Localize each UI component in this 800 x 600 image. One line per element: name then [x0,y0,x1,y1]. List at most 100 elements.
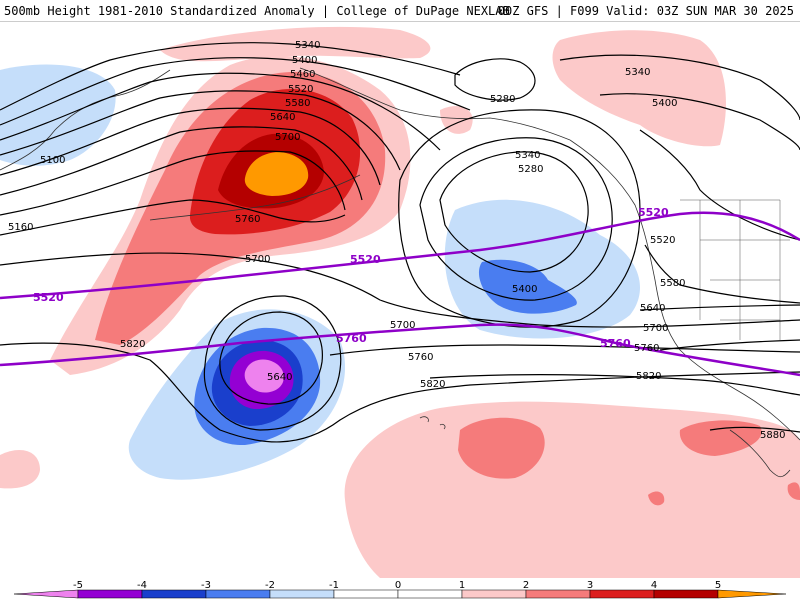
height-contour [219,311,323,405]
reference-height-lines [0,211,800,377]
contour-label: 5700 [643,323,668,334]
height-contour [0,126,363,201]
colorbar-tick: -3 [201,580,211,591]
contour-label: 5580 [660,278,685,289]
model-run-info: 00Z GFS | F099 Valid: 03Z SUN MAR 30 202… [497,4,794,18]
anomaly-p5-region [244,152,309,196]
contour-label: 5580 [285,98,310,109]
colorbar-tick: 0 [395,580,401,591]
anomaly-p2-region [679,420,762,456]
map-header: 500mb Height 1981-2010 Standardized Anom… [0,0,800,22]
height-contour [659,339,800,351]
reference-line-5520 [0,211,800,300]
anomaly-colorbar: -5 -4 -3 -2 -1 0 1 2 3 4 5 [0,578,800,600]
anomaly-p2-region [458,417,545,479]
height-contour [709,426,800,433]
reference-line-5760 [0,323,800,377]
anomaly-p1-region [0,450,40,489]
anomaly-p2-region [648,491,665,506]
colorbar-segment-p0 [397,589,463,599]
contour-label: 5880 [760,430,785,441]
height-contour [0,199,346,236]
contour-label: 5640 [267,372,292,383]
contour-label: 5280 [518,164,543,175]
colorbar-tick-labels: -5 -4 -3 -2 -1 0 1 2 3 4 5 [73,580,721,591]
reference-line-labels: 5520 5520 5760 5760 5520 [33,206,669,350]
baja-peninsula [729,429,791,478]
height-contour [0,72,441,151]
reference-label: 5760 [336,332,367,345]
height-contour-lines [0,42,800,443]
reference-label: 5520 [350,253,381,266]
colorbar-tick: -2 [265,580,275,591]
contour-labels: 5340 5400 5460 5520 5580 5640 5700 5760 … [8,40,785,441]
colorbar-segment-p3 [589,589,655,599]
height-contour [439,151,589,273]
colorbar-tick: 4 [651,580,657,591]
contour-label: 5400 [652,98,677,109]
height-contour [639,129,800,241]
contour-label: 5760 [408,352,433,363]
colorbar-tick: -4 [137,580,147,591]
height-contour [599,93,800,151]
anomaly-m1-region [444,199,640,339]
colorbar-segment-m4 [77,589,143,599]
height-contour [0,150,346,216]
contour-label: 5340 [625,67,650,78]
contour-label: 5640 [640,303,665,314]
colorbar-tick: -1 [329,580,339,591]
anomaly-p2-region [787,482,800,500]
map-title: 500mb Height 1981-2010 Standardized Anom… [4,4,510,18]
height-contour [639,304,800,311]
contour-label: 5820 [120,339,145,350]
colorbar-segment-p4 [653,589,719,599]
colorbar-tick: -5 [73,580,83,591]
contour-label: 5700 [390,320,415,331]
colorbar-segment-m1 [269,589,335,599]
colorbar-segment-p1 [461,589,527,599]
colorbar-segment-p5 [717,589,787,599]
contour-label: 5820 [636,371,661,382]
height-contour [559,54,800,121]
colorbar-segments [13,589,787,599]
colorbar-tick: 3 [587,580,593,591]
contour-label: 5700 [245,254,270,265]
negative-anomaly-shading [0,64,640,480]
colorbar-segment-m2 [205,589,271,599]
aleutian-chain [149,174,361,221]
contour-label: 5340 [295,40,320,51]
contour-label: 5700 [275,132,300,143]
contour-label: 5400 [512,284,537,295]
contour-label: 5460 [290,69,315,80]
anomaly-m2-region [478,259,577,314]
height-contour [429,374,800,396]
state-borders [680,199,790,340]
contour-label: 5520 [288,84,313,95]
contour-label: 5820 [420,379,445,390]
anomaly-m1-region [0,64,116,166]
north-america-west-coast [569,139,800,441]
contour-label: 5760 [634,343,659,354]
height-contour [329,344,800,356]
contour-label: 5280 [490,94,515,105]
height-contour [644,244,800,304]
contour-label: 5400 [292,55,317,66]
contour-label: 5160 [8,222,33,233]
height-contour [398,109,641,328]
alaska-coastline [299,67,571,141]
reference-label: 5520 [638,206,669,219]
colorbar-tick: 1 [459,580,465,591]
colorbar-segment-m0 [333,589,399,599]
height-contour [0,342,800,443]
contour-label: 5520 [650,235,675,246]
map-canvas: 5340 5400 5460 5520 5580 5640 5700 5760 … [0,26,800,578]
hawaii-islands [419,416,446,430]
anomaly-map: 5340 5400 5460 5520 5580 5640 5700 5760 … [0,22,800,578]
contour-label: 5340 [515,150,540,161]
height-contour [0,252,800,328]
reference-label: 5760 [600,337,631,350]
height-contour [203,295,342,431]
height-contour [0,57,471,126]
colorbar-canvas: -5 -4 -3 -2 -1 0 1 2 3 4 5 [13,580,787,599]
colorbar-tick: 2 [523,580,529,591]
